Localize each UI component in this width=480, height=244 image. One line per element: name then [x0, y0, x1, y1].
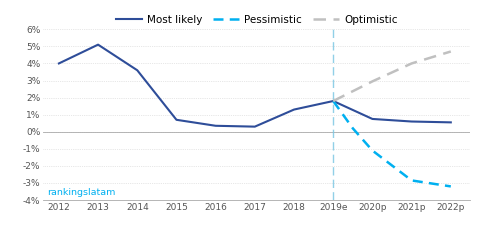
Text: rankingslatam: rankingslatam [48, 188, 116, 197]
Legend: Most likely, Pessimistic, Optimistic: Most likely, Pessimistic, Optimistic [112, 10, 402, 29]
